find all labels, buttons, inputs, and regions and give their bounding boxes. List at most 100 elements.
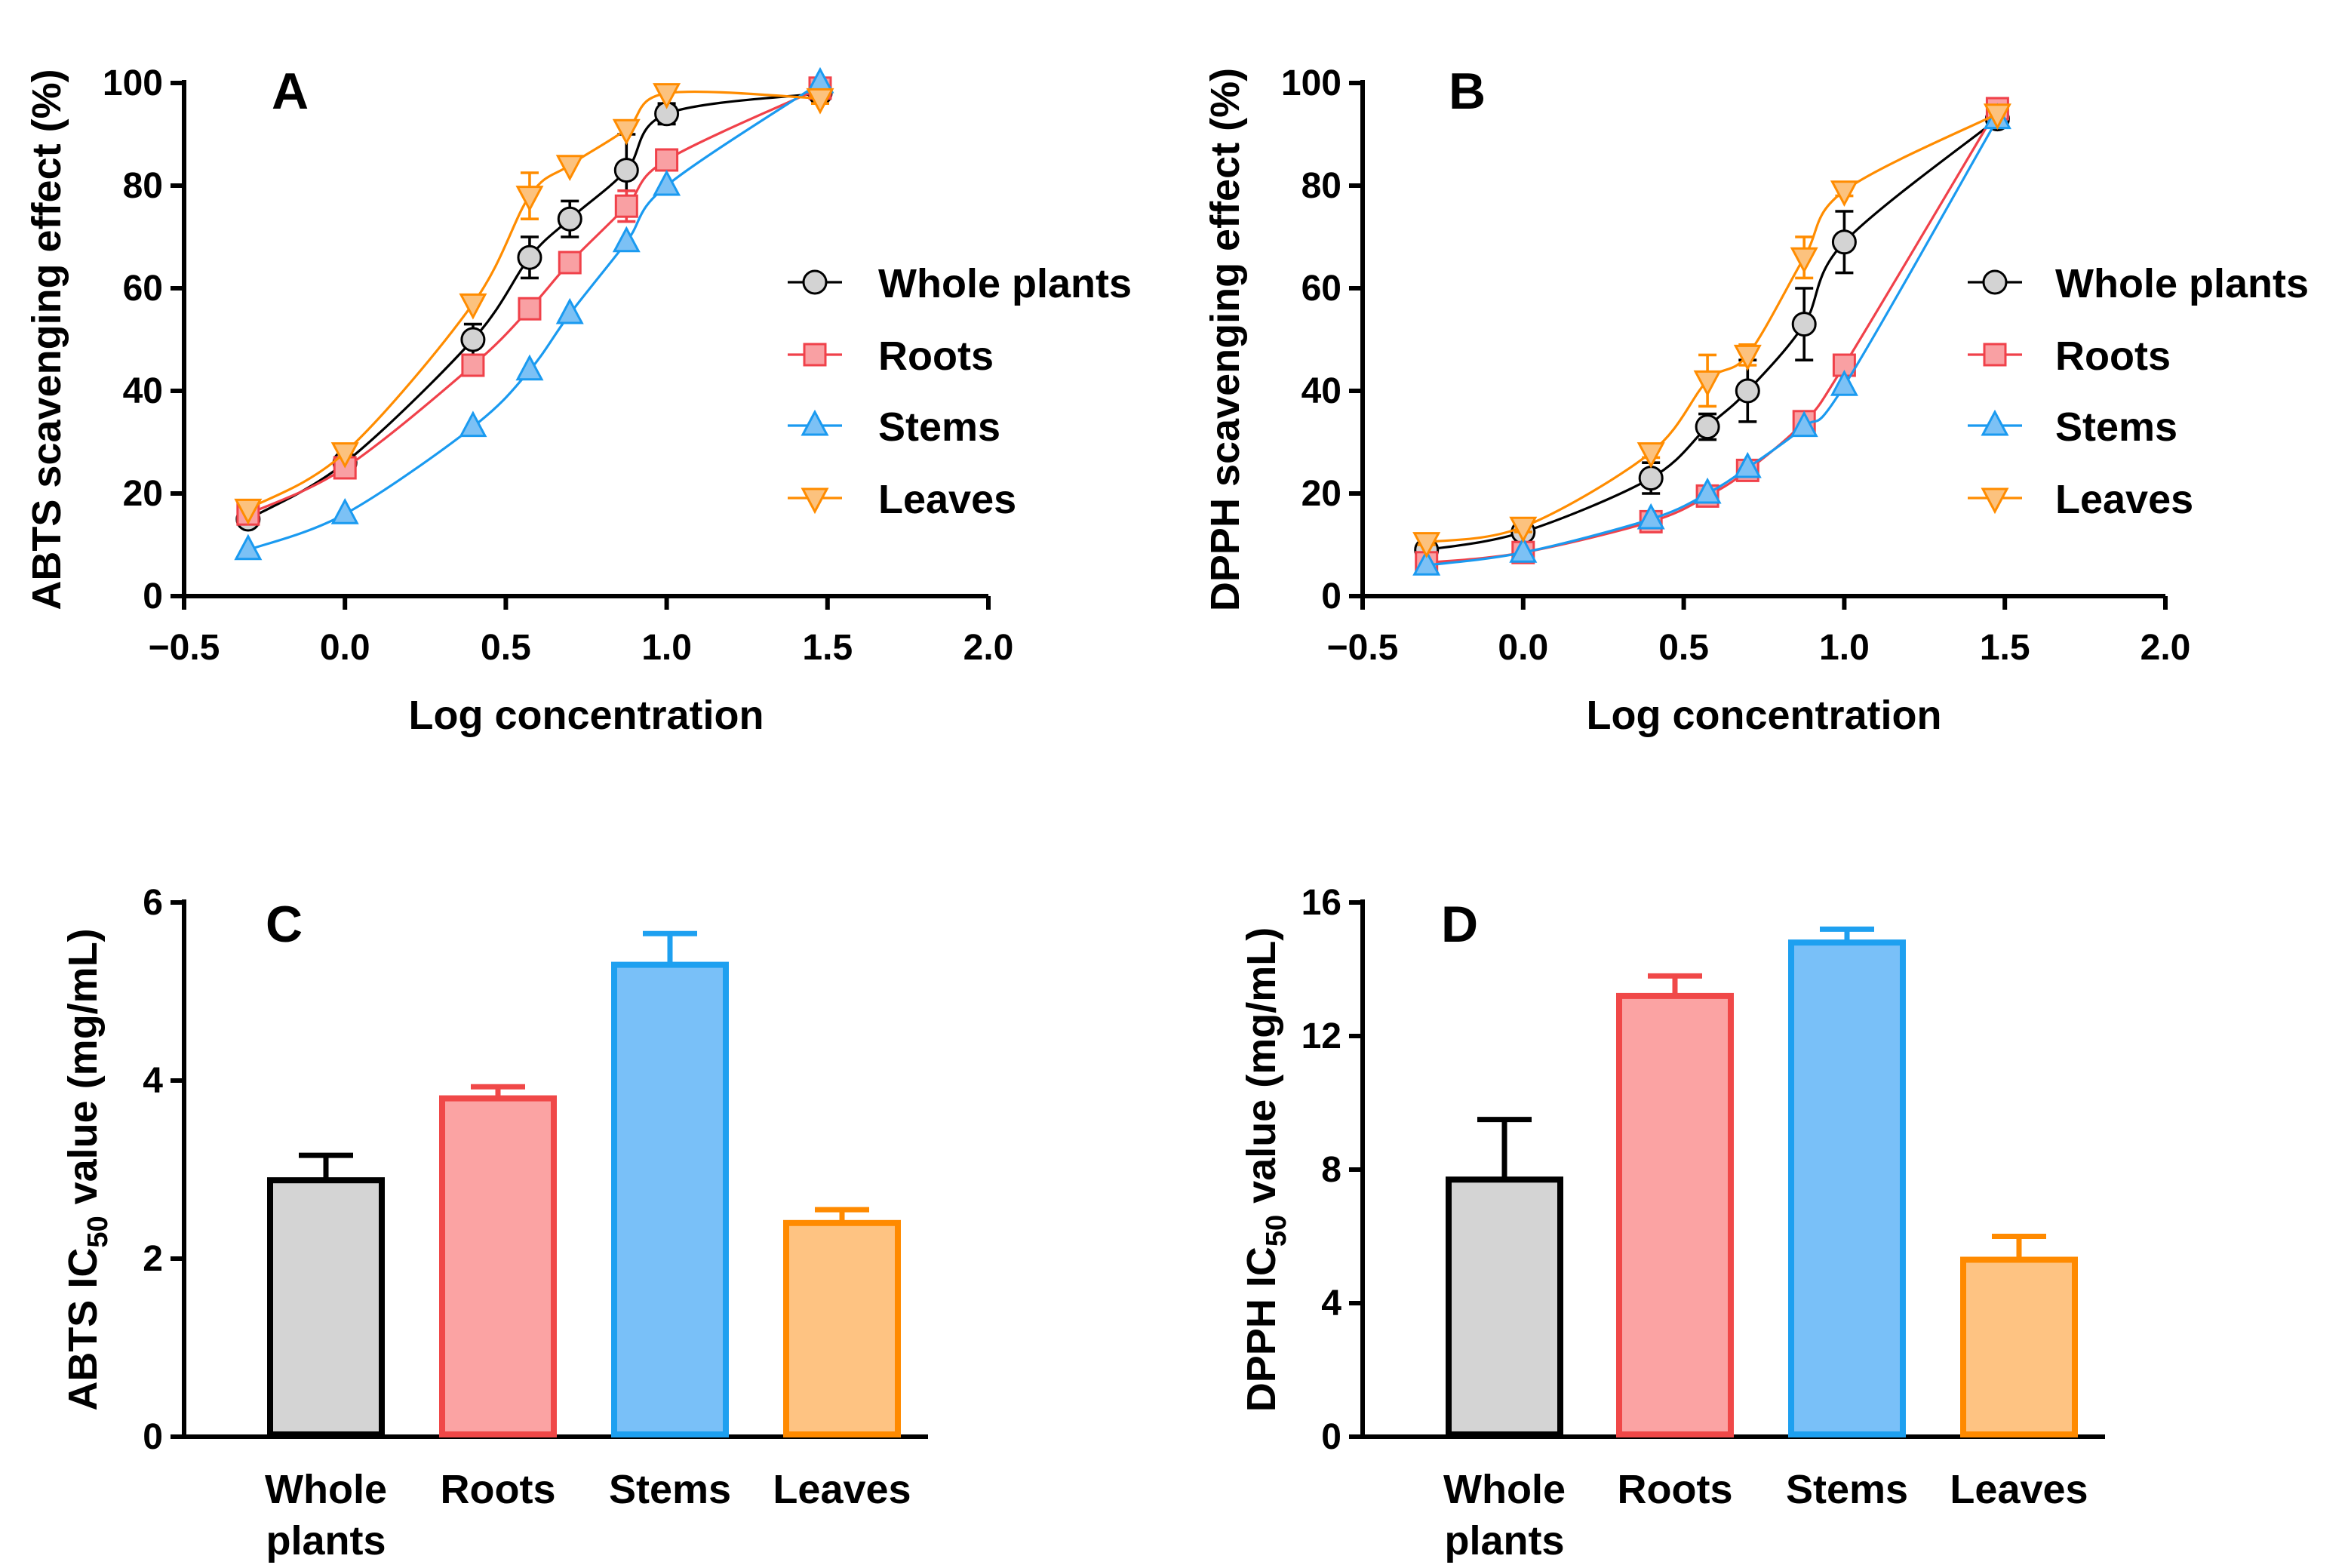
y-tick-label: 2	[143, 1239, 163, 1279]
legend-item: Stems	[788, 404, 1000, 450]
data-point	[557, 206, 582, 232]
data-point	[558, 251, 582, 275]
x-tick-label: plants	[1444, 1518, 1564, 1563]
legend-item: Whole plants	[788, 261, 1132, 306]
x-tick-label: 1.5	[1980, 628, 2030, 668]
legend-item: Stems	[1968, 404, 2177, 450]
x-tick-label: 0.5	[1658, 628, 1709, 668]
panel-label: C	[266, 896, 303, 953]
bar-group: Whole plants	[265, 1152, 387, 1563]
square-marker-icon	[1983, 343, 2007, 367]
x-axis-label: Log concentration	[409, 693, 764, 738]
data-point	[555, 297, 584, 324]
triangle-down-marker-icon	[801, 487, 829, 515]
bar-group: Whole plants	[1443, 1117, 1566, 1563]
data-point	[517, 244, 542, 270]
y-tick-label: 20	[1302, 474, 1341, 514]
data-point	[1695, 414, 1720, 440]
data-point	[1790, 410, 1818, 438]
x-tick-label: Leaves	[1950, 1467, 2088, 1512]
bar-group: Roots	[1616, 973, 1734, 1512]
x-tick-label: Roots	[441, 1467, 556, 1512]
series-roots	[236, 76, 832, 526]
bar-group: Leaves	[1950, 1234, 2088, 1512]
y-tick-label: 40	[123, 371, 163, 411]
legend-label: Stems	[2055, 404, 2177, 450]
legend-item: Leaves	[788, 477, 1016, 522]
y-tick-label: 80	[1302, 166, 1341, 206]
series-leaves	[234, 83, 834, 525]
legend-label: Stems	[878, 404, 1000, 450]
x-tick-label: 1.0	[641, 628, 692, 668]
y-label-text: DPPH IC	[1239, 1247, 1284, 1412]
series-line	[1426, 112, 1999, 544]
data-point	[1735, 378, 1760, 404]
data-point	[460, 327, 486, 352]
x-tick-label: 0.5	[481, 628, 531, 668]
x-tick-label: 0.0	[1498, 628, 1548, 668]
data-point	[555, 155, 584, 181]
data-point	[612, 118, 641, 146]
legend-label: Leaves	[2055, 477, 2193, 522]
legend-label: Roots	[878, 334, 994, 379]
data-point	[612, 226, 641, 253]
y-tick-label: 80	[123, 166, 163, 206]
square-marker-icon	[803, 343, 827, 367]
data-point	[518, 297, 542, 321]
data-point	[1509, 537, 1538, 563]
bar	[1446, 1176, 1563, 1438]
circle-marker-icon	[1982, 269, 2008, 295]
data-point	[1733, 451, 1762, 478]
y-tick-label: 8	[1321, 1150, 1341, 1190]
series-leaves	[1412, 103, 2011, 558]
y-tick-label: 40	[1302, 371, 1341, 411]
legend-label: Whole plants	[2055, 261, 2309, 306]
y-label-text: value (mg/mL)	[60, 928, 106, 1216]
data-point	[1636, 442, 1665, 469]
data-point	[1693, 370, 1722, 397]
data-point	[1791, 312, 1817, 337]
data-point	[515, 186, 544, 212]
data-point	[461, 353, 485, 377]
x-tick-label: 2.0	[963, 628, 1014, 668]
x-tick-label: 2.0	[2140, 628, 2191, 668]
y-tick-label: 6	[143, 883, 163, 923]
circle-marker-icon	[802, 269, 828, 295]
data-point	[234, 533, 263, 561]
x-tick-label: −0.5	[149, 628, 220, 668]
panel-B: 0 20 40 60 80 100 B −0.5 0.0 0.5 1.0 1.5 2.0 Log conc…	[1203, 63, 2309, 738]
y-tick-label: 4	[143, 1061, 163, 1101]
data-point	[1412, 549, 1441, 576]
y-axis-label: ABTS IC50 value (mg/mL)	[60, 928, 114, 1410]
y-tick-label: 0	[143, 1417, 163, 1457]
data-point	[653, 83, 681, 109]
legend-item: Roots	[788, 334, 994, 379]
y-tick-label: 16	[1302, 883, 1341, 923]
x-tick-label: 0.0	[320, 628, 370, 668]
data-point	[330, 498, 359, 524]
triangle-up-marker-icon	[801, 409, 829, 436]
legend-item: Whole plants	[1968, 261, 2309, 306]
y-tick-label: 100	[1281, 63, 1341, 103]
x-tick-label: 1.0	[1819, 628, 1870, 668]
bar-group: Roots	[439, 1084, 557, 1512]
series-stems	[234, 66, 834, 561]
panel-label: B	[1449, 63, 1486, 120]
data-point	[1638, 466, 1664, 491]
y-label-subscript: 50	[82, 1216, 114, 1247]
data-point	[1830, 370, 1858, 396]
data-point	[1509, 516, 1538, 543]
bar	[439, 1095, 557, 1437]
y-label-text: value (mg/mL)	[1239, 927, 1284, 1215]
y-label-subscript: 50	[1261, 1215, 1292, 1247]
data-point	[330, 442, 359, 469]
data-point	[234, 498, 263, 525]
legend-label: Leaves	[878, 477, 1016, 522]
bar-group: Stems	[609, 930, 731, 1512]
x-tick-label: Stems	[609, 1467, 731, 1512]
data-point	[1983, 103, 2011, 130]
y-label-text: ABTS IC	[60, 1248, 106, 1411]
y-tick-label: 60	[123, 269, 163, 309]
panel-D: 0 4 8 12 16 D DPPH IC50 value (mg/mL) Whole plan…	[1239, 883, 2105, 1563]
panel-C: 0 2 4 6 C ABTS IC50 value (mg/mL) Whole plants R…	[60, 883, 928, 1563]
